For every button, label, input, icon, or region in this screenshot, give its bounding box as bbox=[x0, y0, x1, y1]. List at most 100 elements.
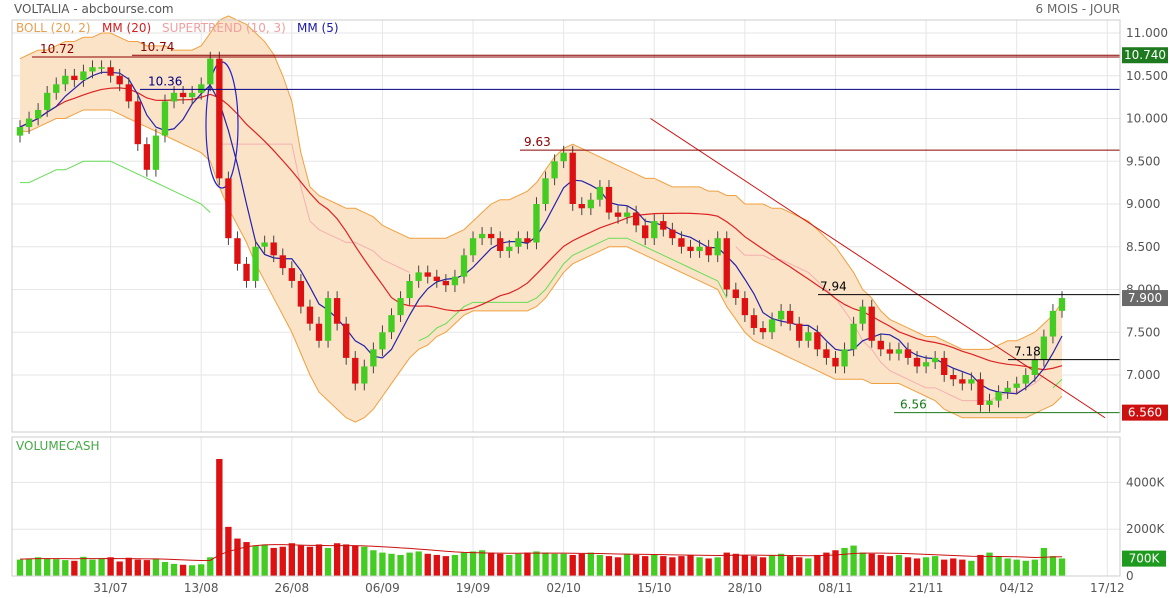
candle-body bbox=[895, 349, 903, 354]
volume-bar bbox=[877, 554, 884, 576]
volume-bar bbox=[542, 552, 549, 576]
period-label: 6 MOIS - JOUR bbox=[1036, 2, 1120, 16]
axes: 11.00010.50010.0009.5009.0008.5008.0007.… bbox=[11, 19, 1168, 595]
bollinger-upper bbox=[19, 15, 1063, 350]
candle-body bbox=[34, 109, 42, 119]
y-tick-label: 11.000 bbox=[1126, 26, 1168, 40]
x-tick-label: 15/10 bbox=[637, 581, 672, 595]
volume-bar bbox=[207, 557, 214, 576]
volume-bar bbox=[968, 560, 975, 576]
candle-body bbox=[297, 280, 305, 307]
x-tick-label: 28/10 bbox=[728, 581, 763, 595]
volume-bar bbox=[297, 545, 305, 576]
volume-bar bbox=[451, 554, 459, 576]
candle-body bbox=[478, 233, 486, 239]
x-tick-label: 13/08 bbox=[184, 581, 219, 595]
price-badge bbox=[1122, 47, 1168, 64]
volume-bar bbox=[252, 545, 259, 576]
volume-bar bbox=[959, 559, 966, 576]
level-label: 6.56 bbox=[900, 398, 927, 412]
volume-bar bbox=[587, 552, 595, 576]
x-tick-label: 02/10 bbox=[546, 581, 581, 595]
volume-bar bbox=[1049, 556, 1057, 576]
candle-body bbox=[623, 212, 631, 217]
candle-body bbox=[705, 246, 712, 256]
level-label: 10.72 bbox=[40, 42, 74, 56]
volume-bar bbox=[415, 551, 422, 576]
candle-body bbox=[270, 242, 277, 256]
volume-bar bbox=[361, 546, 368, 576]
volume-bar bbox=[805, 558, 812, 576]
level-label: 9.63 bbox=[524, 135, 551, 149]
candle-body bbox=[243, 263, 250, 281]
candle-body bbox=[669, 229, 676, 239]
volume-bar bbox=[687, 554, 694, 576]
volume-bar bbox=[986, 552, 993, 576]
candle-body bbox=[53, 84, 60, 93]
volume-bar bbox=[814, 554, 821, 576]
candle-body bbox=[361, 366, 368, 384]
candle-body bbox=[161, 101, 169, 136]
volume-bar bbox=[460, 552, 468, 576]
candle-body bbox=[578, 204, 585, 209]
volume-bar bbox=[161, 561, 169, 576]
candle-body bbox=[343, 323, 350, 358]
price-badge bbox=[1122, 404, 1168, 421]
candle-body bbox=[687, 246, 694, 252]
volume-bar bbox=[732, 553, 739, 576]
candle-body bbox=[787, 310, 794, 324]
candle-body bbox=[1058, 298, 1066, 311]
volume-bar bbox=[152, 558, 160, 576]
candle-body bbox=[1040, 336, 1048, 360]
candle-body bbox=[1004, 387, 1011, 393]
candle-body bbox=[71, 75, 78, 81]
legend-boll: BOLL (20, 2) bbox=[16, 21, 91, 35]
x-tick-label: 31/07 bbox=[93, 581, 128, 595]
candle-body bbox=[877, 340, 884, 350]
volume-bar bbox=[34, 557, 42, 576]
candle-body bbox=[515, 238, 522, 247]
volume-bar bbox=[279, 546, 286, 576]
candle-body bbox=[678, 238, 685, 247]
candle-body bbox=[660, 221, 667, 230]
candle-body bbox=[986, 400, 993, 405]
volume-bar bbox=[379, 552, 386, 576]
candle-body bbox=[768, 319, 776, 333]
candle-body bbox=[741, 298, 749, 316]
candle-body bbox=[80, 71, 87, 81]
y-tick-label: 10.000 bbox=[1126, 112, 1168, 126]
candle-body bbox=[814, 332, 821, 350]
x-tick-label: 06/09 bbox=[365, 581, 400, 595]
candle-body bbox=[977, 379, 984, 405]
volume-bar bbox=[1013, 559, 1020, 576]
candle-body bbox=[315, 323, 323, 341]
y-tick-label: 7.500 bbox=[1126, 325, 1160, 339]
level-label: 7.18 bbox=[1014, 345, 1041, 359]
candle-body bbox=[370, 349, 377, 367]
candle-body bbox=[632, 212, 640, 226]
candle-body bbox=[406, 280, 413, 299]
candle-body bbox=[596, 186, 604, 200]
candle-body bbox=[1022, 375, 1029, 384]
supertrend-up-1 bbox=[20, 160, 211, 213]
candle-body bbox=[306, 306, 314, 324]
volume-bar bbox=[315, 544, 323, 576]
x-tick-label: 26/08 bbox=[275, 581, 310, 595]
candle-body bbox=[941, 357, 948, 375]
candle-body bbox=[487, 233, 495, 239]
volume-bar bbox=[397, 554, 404, 576]
volume-bar bbox=[442, 556, 450, 576]
candle-body bbox=[379, 332, 386, 350]
candle-body bbox=[922, 362, 930, 367]
volume-bar bbox=[651, 554, 658, 576]
candle-body bbox=[959, 379, 966, 384]
supertrend-down-2 bbox=[735, 246, 1045, 402]
volume-bar bbox=[642, 556, 649, 576]
bollinger-bands bbox=[19, 15, 1063, 423]
supertrend-down-1 bbox=[219, 143, 410, 273]
candle-body bbox=[796, 323, 803, 341]
volume-bar bbox=[723, 552, 730, 576]
volume-bar bbox=[714, 557, 721, 576]
volume-bar bbox=[388, 553, 395, 576]
candle-body bbox=[560, 152, 567, 162]
